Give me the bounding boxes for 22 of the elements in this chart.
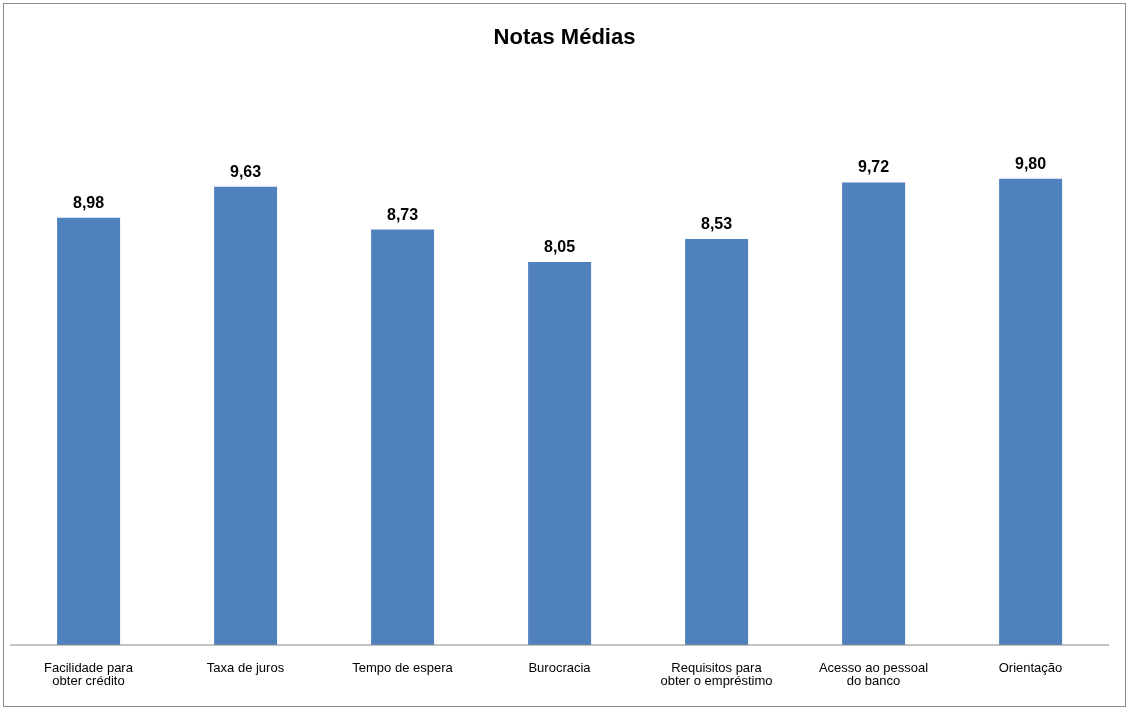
bar [999,178,1063,645]
x-tick-label: Requisitos para obter o empréstimo [660,660,773,689]
data-label: 8,53 [701,215,733,233]
x-tick-label: Acesso ao pessoal do banco [818,660,929,689]
data-label: 9,80 [1015,154,1047,172]
data-label: 8,73 [387,205,419,223]
x-tick-label: Orientação [998,660,1063,676]
data-label: 8,98 [73,193,105,211]
data-label: 8,05 [544,237,576,255]
x-tick-label: Facilidade para obter crédito [44,660,134,689]
bar [842,182,906,645]
bar [528,261,592,645]
chart-title: Notas Médias [492,24,637,50]
bar [214,186,278,645]
data-label: 9,72 [858,158,890,176]
bar [371,229,435,645]
bar [57,217,121,645]
x-tick-label: Taxa de juros [206,660,285,676]
x-tick-label: Tempo de espera [352,660,454,676]
data-label: 9,63 [230,162,262,180]
bar [685,239,749,645]
x-tick-label: Burocracia [528,660,592,676]
